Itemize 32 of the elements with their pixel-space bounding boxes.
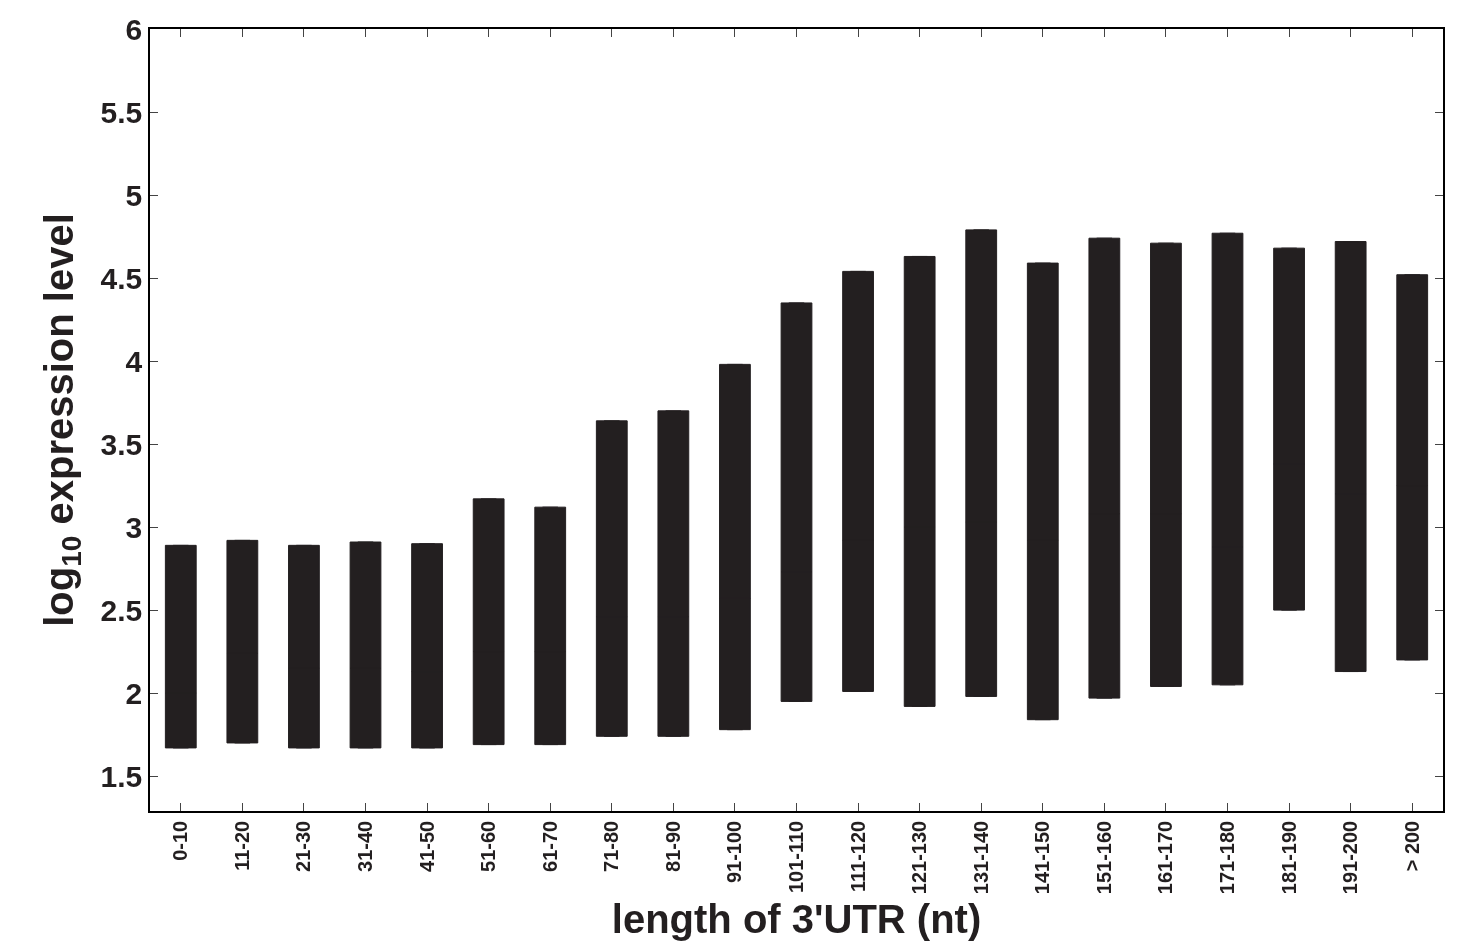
x-tick-label: 61-70 <box>538 820 561 872</box>
x-tick-label: 141-150 <box>1031 820 1054 895</box>
x-tick-label: 21-30 <box>292 820 315 872</box>
x-tick-label: 151-160 <box>1092 820 1115 895</box>
y-tick-label: 5 <box>125 178 143 212</box>
x-tick-label: 0-10 <box>169 820 192 861</box>
y-tick-label: 4.5 <box>100 261 143 295</box>
y-tick-label: 1.5 <box>100 759 143 793</box>
x-tick-label: 81-90 <box>661 820 684 872</box>
x-tick-label: 91-100 <box>723 820 746 884</box>
y-tick-label: 5.5 <box>100 95 143 129</box>
x-tick-label: 111-120 <box>846 820 869 892</box>
x-tick-label: 121-130 <box>908 820 931 895</box>
x-tick-label: 31-40 <box>354 820 376 872</box>
y-tick-label: 4 <box>125 344 143 378</box>
x-tick-label: > 200 <box>1400 820 1423 872</box>
x-tick-label: 171-180 <box>1216 820 1238 895</box>
x-tick-label: 181-190 <box>1277 820 1300 895</box>
x-tick-label: 131-140 <box>969 820 992 895</box>
x-axis-title: length of 3'UTR (nt) <box>611 897 982 942</box>
x-tick-label: 51-60 <box>477 820 500 872</box>
y-tick-label: 3.5 <box>100 427 143 461</box>
x-tick-label: 191-200 <box>1339 820 1362 895</box>
y-tick-label: 2 <box>125 676 143 710</box>
y-tick-label: 3 <box>125 510 143 544</box>
y-tick-label: 6 <box>125 12 143 46</box>
x-tick-label: 41-50 <box>415 820 438 872</box>
x-tick-label: 11-20 <box>230 820 253 871</box>
x-tick-label: 161-170 <box>1154 820 1177 895</box>
x-tick-label: 101-110 <box>785 820 807 894</box>
x-tick-label: 71-80 <box>600 820 623 872</box>
y-tick-label: 2.5 <box>100 593 143 627</box>
